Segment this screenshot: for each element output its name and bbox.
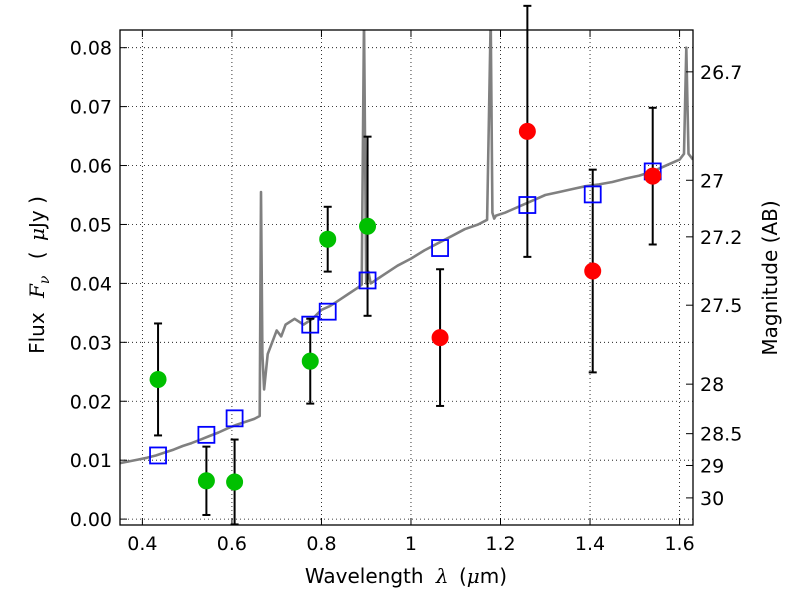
x-tick-label: 0.8 bbox=[306, 533, 336, 555]
photometry-point bbox=[197, 472, 215, 490]
photometry-point bbox=[319, 230, 337, 248]
spectrum-layer bbox=[120, 30, 693, 465]
y-axis-label-unit-mu: μ bbox=[25, 228, 49, 241]
x-tick-label: 1.4 bbox=[575, 533, 605, 555]
model-square-point bbox=[431, 239, 449, 257]
y-axis-label-subscript: ν bbox=[37, 275, 53, 284]
y2-tick-label: 30 bbox=[700, 488, 724, 510]
y2-tick-label: 27.5 bbox=[700, 295, 742, 317]
y2-axis-label: Magnitude (AB) bbox=[758, 200, 782, 355]
grid-lines bbox=[120, 30, 693, 525]
x-axis-label-symbol: λ bbox=[435, 564, 449, 588]
model-square-point bbox=[518, 196, 537, 214]
photometry-point bbox=[644, 167, 662, 185]
y-tick-label: 0.08 bbox=[70, 38, 112, 60]
y-tick-label: 0.04 bbox=[70, 273, 112, 295]
photometry-point bbox=[226, 473, 244, 491]
model-square-point bbox=[358, 271, 377, 290]
y-axis-label-symbol: F bbox=[25, 283, 49, 299]
x-axis-label-unit-rest: m) bbox=[480, 564, 507, 588]
y-tick-label: 0.06 bbox=[70, 156, 112, 178]
errorbar-layer bbox=[154, 4, 657, 526]
photometry-point bbox=[301, 352, 319, 370]
y-tick-label: 0.01 bbox=[70, 450, 112, 472]
y-tick-label: 0.07 bbox=[70, 97, 112, 119]
photometry-point bbox=[431, 329, 449, 347]
photometry-point bbox=[584, 262, 602, 280]
y-tick-label: 0.03 bbox=[70, 332, 112, 354]
photometry-point bbox=[518, 122, 536, 140]
model-square-point bbox=[301, 315, 320, 334]
x-axis-label-unit-mu: μ bbox=[467, 564, 480, 588]
y2-tick-label: 27 bbox=[700, 170, 724, 192]
spectrum-line bbox=[120, 30, 693, 465]
y-axis-label: Flux Fν ( μJy ) bbox=[25, 196, 54, 354]
model-square-point bbox=[149, 446, 167, 465]
marker-layer bbox=[149, 122, 662, 491]
x-tick-label: 1 bbox=[405, 533, 417, 555]
y2-tick-label: 26.7 bbox=[700, 62, 742, 84]
plot-frame bbox=[119, 29, 694, 526]
y-axis-label-unit-rest: Jy ) bbox=[25, 196, 49, 230]
x-tick-label: 1.2 bbox=[485, 533, 515, 555]
y-tick-label: 0.05 bbox=[70, 214, 112, 236]
y2-tick-label: 29 bbox=[700, 455, 724, 477]
y-axis-label-unit-open: ( bbox=[25, 251, 49, 259]
y-tick-label: 0.00 bbox=[70, 509, 112, 531]
photometry-point bbox=[149, 370, 167, 388]
x-axis-label: Wavelength λ (μm) bbox=[305, 564, 507, 588]
model-square-point bbox=[225, 409, 244, 428]
y2-tick-label: 28.5 bbox=[700, 424, 742, 446]
y2-tick-label: 27.2 bbox=[700, 227, 742, 249]
x-tick-label: 1.6 bbox=[664, 533, 694, 555]
y-tick-label: 0.02 bbox=[70, 391, 112, 413]
photometry-point bbox=[359, 217, 377, 235]
x-axis-label-unit-open: ( bbox=[459, 564, 467, 588]
y-axis-label-text: Flux bbox=[25, 312, 49, 354]
x-tick-label: 0.4 bbox=[127, 533, 157, 555]
model-square-point bbox=[583, 185, 602, 204]
model-square-point bbox=[318, 302, 337, 321]
model-square-point bbox=[197, 425, 216, 444]
y2-tick-label: 28 bbox=[700, 374, 724, 396]
x-axis-label-text: Wavelength bbox=[305, 564, 424, 588]
tick-layer: 0.4 0.6 0.8 1 1.2 1.4 1.6 0.00 0.01 0.02 0.03 0.04 0… bbox=[70, 30, 742, 555]
x-tick-label: 0.6 bbox=[217, 533, 247, 555]
